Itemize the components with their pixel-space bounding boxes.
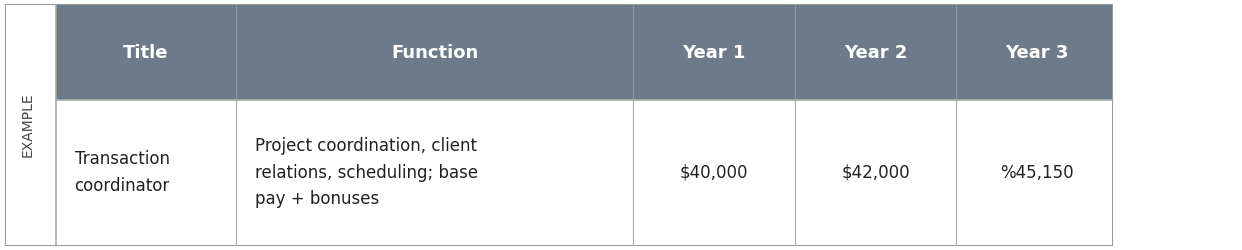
Bar bbox=[236, 100, 633, 245]
Text: Year 1: Year 1 bbox=[682, 44, 746, 62]
Text: Year 3: Year 3 bbox=[1005, 44, 1069, 62]
Bar bbox=[956, 100, 1112, 245]
Text: %45,150: %45,150 bbox=[1000, 164, 1074, 182]
Text: Project coordination, client
relations, scheduling; base
pay + bonuses: Project coordination, client relations, … bbox=[255, 137, 478, 208]
Text: $42,000: $42,000 bbox=[841, 164, 910, 182]
Bar bbox=[633, 100, 795, 245]
Bar bbox=[56, 100, 236, 245]
Text: Title: Title bbox=[123, 44, 169, 62]
Bar bbox=[795, 100, 956, 245]
Bar bbox=[56, 5, 1112, 100]
Bar bbox=[6, 5, 1112, 245]
Text: Function: Function bbox=[391, 44, 478, 62]
Bar bbox=[6, 5, 56, 245]
Text: Year 2: Year 2 bbox=[843, 44, 908, 62]
Text: Transaction
coordinator: Transaction coordinator bbox=[75, 150, 170, 195]
Text: EXAMPLE: EXAMPLE bbox=[21, 93, 35, 157]
Text: $40,000: $40,000 bbox=[679, 164, 749, 182]
